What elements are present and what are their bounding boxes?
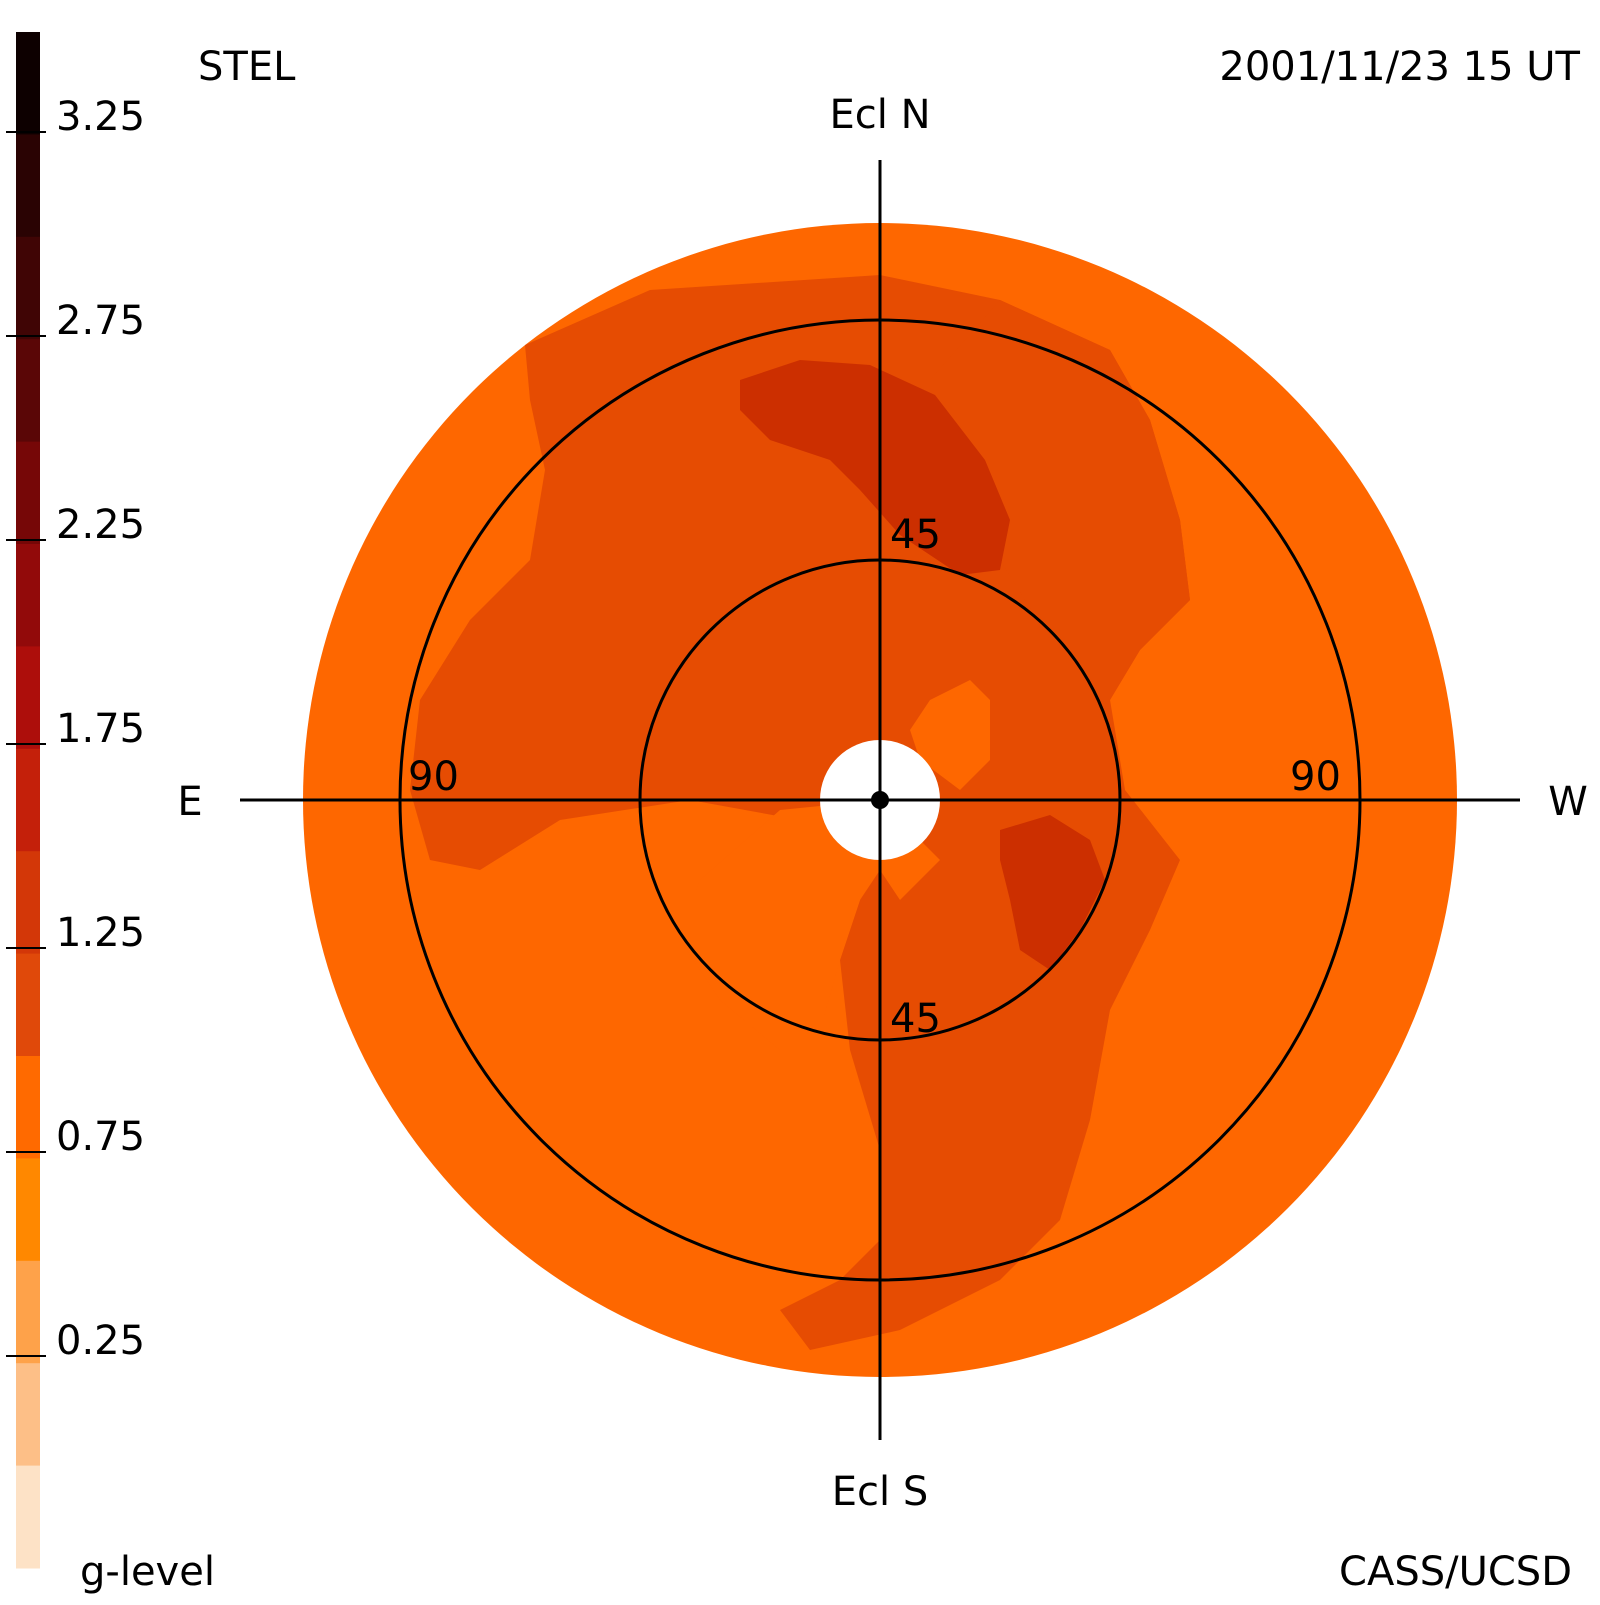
colorbar-band — [16, 748, 40, 852]
colorbar-tick-label: 2.25 — [56, 502, 145, 548]
colorbar-tick-label: 1.75 — [56, 706, 145, 752]
axis-west-label: W — [1548, 779, 1588, 825]
colorbar-band — [16, 1158, 40, 1262]
ring-label-90-west: 90 — [1290, 754, 1341, 800]
colorbar-band — [16, 134, 40, 238]
colorbar-band — [16, 953, 40, 1057]
axis-north-label: Ecl N — [829, 92, 930, 138]
sun-center-dot — [871, 791, 889, 809]
colorbar-band — [16, 1260, 40, 1364]
axis-south-label: Ecl S — [832, 1469, 928, 1515]
colorbar-band — [16, 646, 40, 750]
region-level-1-south — [930, 300, 1190, 700]
colorbar-band — [16, 1363, 40, 1467]
density-regions — [410, 275, 1190, 1350]
colorbar-band — [16, 339, 40, 443]
ring-label-45-south: 45 — [890, 996, 941, 1042]
instrument-label: STEL — [198, 44, 296, 90]
colorbar-tick-label: 1.25 — [56, 910, 145, 956]
colorbar-band — [16, 32, 40, 135]
region-level-0-75-center — [680, 800, 940, 1050]
colorbar-band — [16, 1465, 40, 1569]
axis-east-label: E — [177, 779, 202, 825]
ring-label-90-east: 90 — [408, 754, 459, 800]
ring-label-45-north: 45 — [890, 512, 941, 558]
colorbar-ticks: 3.25 2.75 2.25 1.75 1.25 0.75 0.25 — [6, 94, 145, 1364]
region-level-0-75-arm — [910, 680, 990, 790]
region-level-1-25-north — [740, 360, 1010, 575]
region-level-1-25-east — [1000, 815, 1105, 970]
colorbar-tick-label: 2.75 — [56, 298, 145, 344]
timestamp-label: 2001/11/23 15 UT — [1219, 44, 1580, 90]
colorbar-title: g-level — [80, 1549, 215, 1595]
colorbar — [16, 32, 40, 1569]
colorbar-band — [16, 236, 40, 340]
credit-label: CASS/UCSD — [1339, 1549, 1572, 1595]
colorbar-band — [16, 544, 40, 647]
colorbar-tick-label: 3.25 — [56, 94, 145, 140]
colorbar-band — [16, 851, 40, 955]
colorbar-band — [16, 1056, 40, 1159]
colorbar-band — [16, 441, 40, 545]
colorbar-tick-label: 0.25 — [56, 1318, 145, 1364]
colorbar-tick-label: 0.75 — [56, 1114, 145, 1160]
